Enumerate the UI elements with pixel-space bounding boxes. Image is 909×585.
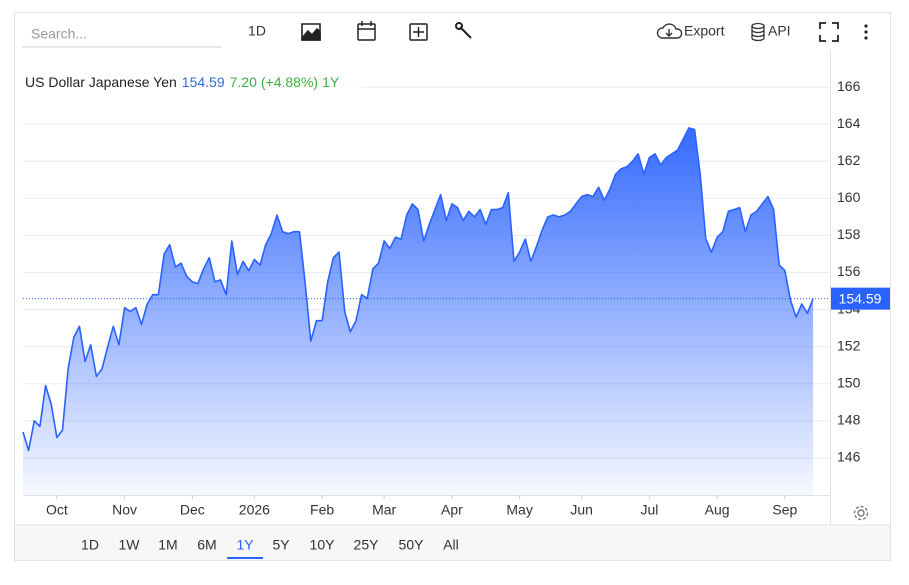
x-tick-label: Nov — [112, 502, 137, 518]
x-tick-label: Mar — [372, 502, 396, 518]
calendar-icon[interactable] — [357, 21, 376, 41]
menu-icon[interactable] — [864, 24, 868, 40]
x-tick-label: Feb — [310, 502, 334, 518]
y-tick-label: 156 — [837, 263, 861, 279]
area-fill — [23, 127, 814, 496]
range-button[interactable]: 50Y — [399, 537, 425, 553]
x-tick-label: Aug — [705, 502, 730, 518]
change-percent: (+4.88%) — [261, 74, 318, 90]
last-price: 154.59 — [182, 74, 225, 90]
chart-type-icon[interactable] — [301, 23, 321, 41]
range-button[interactable]: All — [443, 537, 459, 553]
plot: 146148150152154156158160162164166OctNovD… — [22, 50, 890, 525]
series-title: US Dollar Japanese Yen — [25, 74, 177, 90]
api-button[interactable]: API — [768, 23, 791, 39]
last-price-label: 154.59 — [839, 290, 882, 306]
x-tick-label: Oct — [46, 502, 68, 518]
x-tick-label: Dec — [180, 502, 205, 518]
range-bar — [15, 525, 890, 560]
x-tick-label: Jul — [640, 502, 658, 518]
range-button[interactable]: 6M — [197, 537, 216, 553]
search-input[interactable]: Search... — [31, 26, 87, 42]
compare-icon[interactable] — [409, 23, 428, 41]
y-tick-label: 146 — [837, 449, 861, 465]
legend: US Dollar Japanese Yen 154.59 7.20 (+4.88%)… — [25, 74, 340, 90]
period: 1Y — [322, 74, 340, 90]
legend-bg — [22, 70, 362, 94]
api-icon[interactable] — [751, 22, 765, 42]
x-tick-label: Apr — [441, 502, 463, 518]
range-button[interactable]: 25Y — [354, 537, 380, 553]
y-tick-label: 158 — [837, 226, 861, 242]
price-line — [22, 127, 814, 452]
y-tick-label: 160 — [837, 189, 861, 205]
range-button[interactable]: 1Y — [236, 537, 254, 553]
change: 7.20 — [230, 74, 257, 90]
x-tick-label: 2026 — [239, 502, 270, 518]
y-tick-label: 148 — [837, 412, 861, 428]
export-button[interactable]: Export — [684, 23, 725, 39]
tools-icon[interactable] — [455, 22, 472, 39]
x-tick-label: Jun — [570, 502, 593, 518]
y-tick-label: 152 — [837, 337, 861, 353]
y-tick-label: 162 — [837, 152, 861, 168]
y-tick-label: 150 — [837, 374, 861, 390]
range-button[interactable]: 10Y — [310, 537, 336, 553]
fullscreen-icon[interactable] — [819, 22, 839, 42]
range-button[interactable]: 1W — [119, 537, 141, 553]
interval-button[interactable]: 1D — [248, 23, 266, 39]
range-button[interactable]: 1M — [158, 537, 177, 553]
y-tick-label: 164 — [837, 115, 861, 131]
x-tick-label: May — [506, 502, 532, 518]
x-tick-label: Sep — [772, 502, 797, 518]
range-button[interactable]: 1D — [81, 537, 99, 553]
export-icon[interactable] — [656, 23, 683, 39]
y-tick-label: 166 — [837, 78, 861, 94]
last-price-box — [831, 287, 890, 310]
settings-icon[interactable] — [853, 505, 869, 521]
range-button[interactable]: 5Y — [272, 537, 290, 553]
